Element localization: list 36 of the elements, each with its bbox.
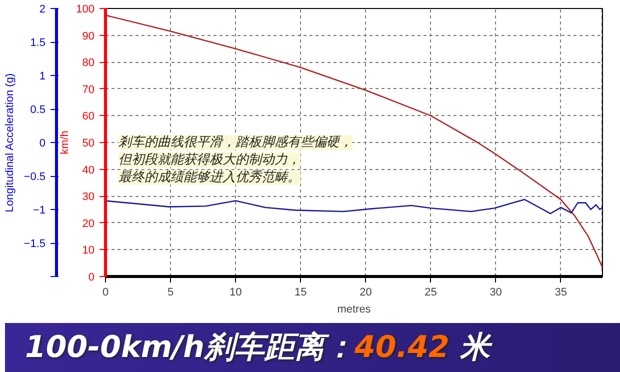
annotation: 剎车的曲线很平滑，踏板脚感有些偏硬， bbox=[118, 135, 353, 150]
text: 100-0km/h刹车距离：40.42 米 bbox=[25, 329, 490, 367]
x-tick-label: 30 bbox=[490, 286, 502, 298]
x-axis-title: metres bbox=[337, 304, 372, 316]
y-tick-label: −1.5 bbox=[24, 238, 46, 250]
y2-tick-label: 90 bbox=[82, 30, 95, 42]
y2-tick-label: 30 bbox=[82, 191, 95, 204]
y2-tick-label: 20 bbox=[82, 218, 95, 230]
y-axis-title: Longitudinal Acceleration (g) bbox=[4, 73, 16, 212]
y-tick-label: 0 bbox=[39, 138, 46, 150]
x-tick-label: 25 bbox=[424, 286, 437, 298]
line-series bbox=[106, 198, 602, 214]
y-tick-label: −0.5 bbox=[24, 171, 46, 183]
line-series bbox=[106, 14, 602, 268]
annotation: 但初段就能获得极大的制动力， bbox=[118, 152, 301, 168]
y2-tick-label: 40 bbox=[82, 164, 95, 176]
y2-tick-label: 0 bbox=[88, 272, 95, 284]
x-tick-label: 5 bbox=[167, 286, 174, 298]
y-tick-label: 1.5 bbox=[30, 37, 46, 49]
x-tick-label: 15 bbox=[294, 286, 307, 298]
y-tick-label: 1 bbox=[39, 70, 46, 82]
y2-tick-label: 50 bbox=[82, 138, 95, 150]
y2-axis-title: km/h bbox=[59, 130, 72, 154]
x-tick-label: 10 bbox=[229, 286, 242, 298]
y2-tick-label: 60 bbox=[82, 110, 95, 123]
x-tick-label: 0 bbox=[102, 286, 109, 298]
y2-tick-label: 80 bbox=[82, 57, 95, 70]
y2-tick-label: 100 bbox=[76, 4, 95, 16]
y-tick-label: 2 bbox=[39, 4, 46, 16]
y-tick-label: −1 bbox=[32, 204, 46, 216]
annotation: 最终的成绩能够进入优秀范畴。 bbox=[118, 170, 301, 185]
y2-tick-label: 70 bbox=[82, 84, 95, 96]
x-tick-label: 35 bbox=[554, 286, 567, 298]
y2-tick-label: 10 bbox=[82, 244, 95, 257]
y-tick-label: 0.5 bbox=[30, 104, 46, 116]
x-tick-label: 20 bbox=[360, 286, 372, 298]
